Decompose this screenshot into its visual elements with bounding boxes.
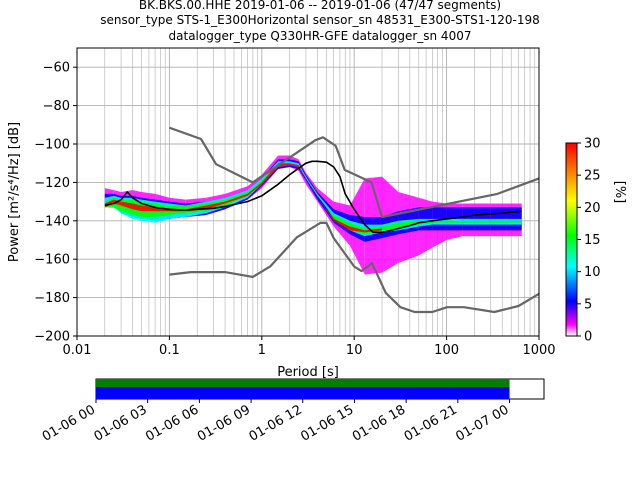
series-line <box>169 126 539 219</box>
x-tick-label: 10 <box>346 343 363 358</box>
colorbar-tick-label: 20 <box>584 201 601 216</box>
colorbar-tick-label: 15 <box>584 233 601 248</box>
y-tick-label: −100 <box>34 138 70 153</box>
heat-cell <box>298 165 306 179</box>
heat-cell <box>317 193 334 219</box>
heat-cell <box>333 218 350 231</box>
colorbar-tick-label: 0 <box>584 330 592 345</box>
timeline-tick-label: 01-06 03 <box>92 402 150 444</box>
heat-cell <box>446 220 463 223</box>
y-tick-label: −120 <box>34 176 70 191</box>
colorbar-tick-label: 5 <box>584 297 592 312</box>
y-axis: −200 −180 −160 −140 −120 −100 −80 −60 <box>34 61 77 345</box>
heat-cell <box>247 182 262 196</box>
colorbar-label: [%] <box>612 181 627 204</box>
series-line <box>104 160 522 234</box>
colorbar-gradient <box>565 142 578 337</box>
heat-cell <box>490 220 507 223</box>
heat-cell <box>206 201 226 210</box>
heat-cell <box>474 220 491 223</box>
title-line-2: sensor_type STS-1_E300Horizontal sensor_… <box>100 13 540 27</box>
x-axis-label: Period [s] <box>277 365 339 380</box>
x-tick-label: 0.01 <box>63 343 92 358</box>
noise-model-lines <box>104 126 539 314</box>
x-axis: 0.01 0.1 1 10 100 1000 <box>63 336 556 358</box>
timeline-tick-label: 01-06 00 <box>40 402 98 444</box>
coverage-bar-top <box>96 379 510 387</box>
colorbar-tick-label: 10 <box>584 265 601 280</box>
timeline-tick-label: 01-06 09 <box>195 402 253 444</box>
timeline-tick-label: 01-07 00 <box>453 402 511 444</box>
chart-title: BK.BKS.00.HHE 2019-01-06 -- 2019-01-06 (… <box>100 0 540 43</box>
heat-cell <box>289 163 299 168</box>
timeline-tick-label: 01-06 06 <box>143 402 201 444</box>
x-tick-label: 1000 <box>522 343 555 358</box>
heat-cell <box>349 226 365 233</box>
colorbar-ticks: 0 5 10 15 20 25 30 <box>577 137 601 345</box>
heat-cell <box>113 199 122 206</box>
heat-cell <box>121 201 133 210</box>
y-axis-label: Power [m²/s⁴/Hz] [dB] <box>7 122 22 262</box>
heat-cell <box>305 176 318 196</box>
heat-cell <box>225 193 248 204</box>
y-tick-label: −180 <box>34 291 70 306</box>
y-tick-label: −160 <box>34 253 70 268</box>
heat-cell <box>432 220 447 223</box>
y-tick-label: −200 <box>34 330 70 345</box>
psd-plot: 0.01 0.1 1 10 100 1000 −200 −180 −160 −140 −120 −1… <box>7 47 556 380</box>
colorbar: 0 5 10 15 20 25 30 [%] <box>565 137 627 345</box>
heat-cell <box>506 220 522 223</box>
heat-cell <box>364 228 383 233</box>
x-tick-label: 0.1 <box>159 343 180 358</box>
y-tick-label: −60 <box>43 61 70 76</box>
x-tick-label: 100 <box>434 343 459 358</box>
y-tick-label: −140 <box>34 214 70 229</box>
heat-cell <box>382 222 399 231</box>
heat-cell <box>462 220 475 223</box>
series-line <box>169 221 539 314</box>
timeline-tick-label: 01-06 21 <box>402 402 460 444</box>
timeline-tick-label: 01-06 18 <box>350 402 408 444</box>
timeline-tick-label: 01-06 12 <box>247 402 305 444</box>
title-line-3: datalogger_type Q330HR-GFE datalogger_sn… <box>169 29 472 43</box>
timeline-tick-label: 01-06 15 <box>298 402 356 444</box>
heat-cell <box>317 197 334 221</box>
heat-cell <box>132 203 142 212</box>
plot-background <box>77 48 539 336</box>
plot-frame <box>76 47 540 337</box>
colorbar-tick-label: 25 <box>584 169 601 184</box>
coverage-bar-bottom <box>96 387 510 399</box>
colorbar-tick-label: 30 <box>584 137 601 152</box>
y-tick-label: −80 <box>43 99 70 114</box>
x-tick-label: 1 <box>258 343 266 358</box>
title-line-1: BK.BKS.00.HHE 2019-01-06 -- 2019-01-06 (… <box>139 0 501 12</box>
